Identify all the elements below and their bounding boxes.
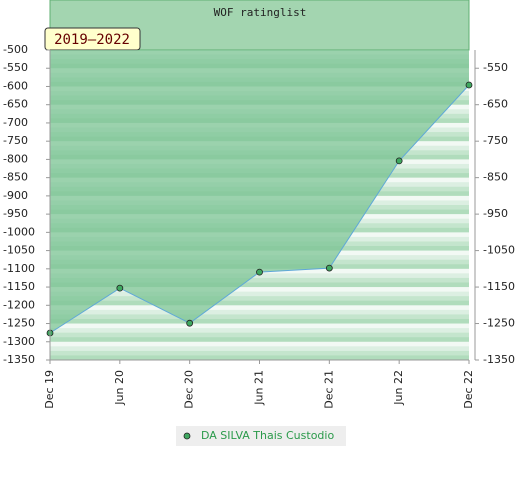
- x-tick-label: Dec 21: [322, 370, 335, 409]
- y-tick-label: -1050: [3, 244, 35, 257]
- y-tick-label: -800: [3, 152, 28, 165]
- y2-tick-label: -850: [483, 171, 508, 184]
- y2-tick-label: -750: [483, 134, 508, 147]
- stripe: [50, 337, 469, 343]
- legend-marker: [183, 432, 191, 440]
- point: [186, 319, 194, 327]
- y-tick-label: -1300: [3, 335, 35, 348]
- stripe: [50, 309, 469, 315]
- y2-tick-label: -1350: [483, 353, 515, 366]
- point: [465, 81, 473, 89]
- stripe: [50, 291, 469, 297]
- stripe: [50, 328, 469, 334]
- y-tick-label: -600: [3, 79, 28, 92]
- y-tick-label: -1100: [3, 262, 35, 275]
- stripe: [50, 287, 469, 293]
- badge: 2019–2022: [54, 32, 130, 48]
- point: [395, 157, 403, 165]
- point: [325, 264, 333, 272]
- y-tick-label: -900: [3, 189, 28, 202]
- stripe: [50, 350, 469, 356]
- y-tick-label: -700: [3, 116, 28, 129]
- chart-title: WOF ratinglist: [214, 6, 307, 19]
- y-tick-label: -850: [3, 171, 28, 184]
- x-tick-label: Dec 19: [43, 370, 56, 409]
- x-tick-label: Dec 20: [183, 370, 196, 409]
- stripe: [50, 318, 469, 325]
- stripe: [50, 282, 469, 288]
- y-tick-label: -1350: [3, 353, 35, 366]
- stripe: [50, 273, 469, 279]
- stripe: [50, 332, 469, 338]
- stripe: [50, 341, 469, 347]
- x-tick-label: Dec 22: [462, 370, 475, 409]
- legend-label: DA SILVA Thais Custodio: [201, 429, 334, 442]
- stripe: [50, 277, 469, 283]
- y-tick-label: -1000: [3, 225, 35, 238]
- y2-tick-label: -550: [483, 61, 508, 74]
- legend-box: [176, 426, 346, 446]
- stripe: [50, 355, 469, 361]
- stripe: [50, 300, 469, 306]
- stripe: [50, 346, 469, 352]
- stripe: [50, 305, 469, 311]
- y2-tick-label: -1050: [483, 244, 515, 257]
- stripe: [50, 296, 469, 302]
- y-tick-label: -1250: [3, 317, 35, 330]
- x-tick-label: Jun 20: [113, 370, 126, 406]
- y2-tick-label: -1150: [483, 280, 515, 293]
- stripe: [50, 314, 469, 320]
- y-tick-label: -1150: [3, 280, 35, 293]
- x-tick-label: Jun 21: [253, 370, 266, 406]
- y2-tick-label: -1250: [483, 317, 515, 330]
- y-tick-label: -550: [3, 61, 28, 74]
- point: [116, 284, 124, 292]
- stripe: [50, 323, 469, 329]
- y2-tick-label: -650: [483, 98, 508, 111]
- y-tick-label: -750: [3, 134, 28, 147]
- area: [50, 50, 469, 334]
- y-tick-label: -1200: [3, 298, 35, 311]
- y-tick-label: -650: [3, 98, 28, 111]
- y2-tick-label: -950: [483, 207, 508, 220]
- point: [256, 268, 263, 276]
- y-tick-label: -950: [3, 207, 28, 220]
- y-tick-label: -500: [3, 43, 28, 56]
- x-tick-label: Jun 22: [392, 370, 405, 406]
